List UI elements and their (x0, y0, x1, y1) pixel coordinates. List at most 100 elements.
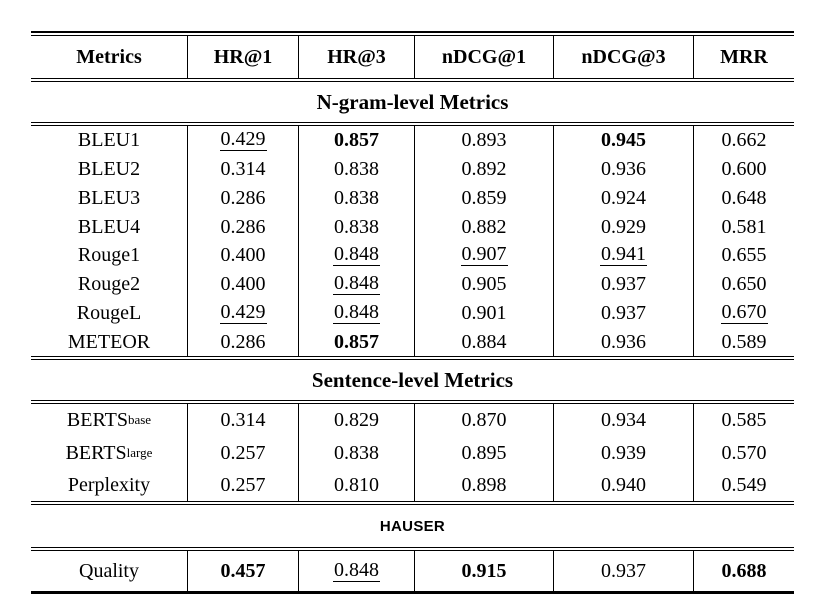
metric-label: BLEU4 (77, 215, 141, 238)
value-cell: 0.937 (553, 551, 693, 592)
table-row: Rouge1 0.400 0.848 0.907 0.941 0.655 (31, 241, 794, 270)
value-cell: 0.848 (298, 298, 414, 328)
metric-label: BLEU3 (77, 186, 141, 209)
value-cell: 0.257 (187, 468, 298, 502)
metric-label: Rouge2 (77, 273, 141, 296)
value-cell: 0.941 (553, 241, 693, 270)
table-row: BLEU3 0.286 0.838 0.859 0.924 0.648 (31, 183, 794, 213)
table-row: Perplexity 0.257 0.810 0.898 0.940 0.549 (31, 468, 794, 502)
value-cell: 0.648 (693, 183, 794, 213)
value-cell: 0.882 (414, 212, 553, 241)
value-cell: 0.655 (693, 241, 794, 270)
metric-label: RougeL (76, 301, 142, 324)
column-header-ndcg3: nDCG@3 (553, 36, 693, 78)
value-cell: 0.939 (553, 436, 693, 469)
value-cell: 0.670 (693, 298, 794, 328)
value-cell: 0.937 (553, 298, 693, 328)
section-title-sentence: Sentence-level Metrics (311, 367, 514, 392)
table-rule (31, 78, 794, 82)
value-cell: 0.848 (298, 269, 414, 299)
value-cell: 0.895 (414, 436, 553, 469)
value-cell: 0.937 (553, 269, 693, 299)
table-row: BERTS base 0.314 0.829 0.870 0.934 0.585 (31, 404, 794, 437)
value-cell: 0.429 (187, 298, 298, 328)
value-cell: 0.314 (187, 404, 298, 437)
value-cell: 0.581 (693, 212, 794, 241)
value-cell: 0.650 (693, 269, 794, 299)
value-cell: 0.838 (298, 212, 414, 241)
value-cell: 0.688 (693, 551, 794, 592)
metric-label: BLEU2 (77, 158, 141, 181)
value-cell: 0.286 (187, 183, 298, 213)
value-cell: 0.901 (414, 298, 553, 328)
table-header-row: Metrics HR@1 HR@3 nDCG@1 nDCG@3 MRR (31, 36, 794, 78)
table-rule (31, 356, 794, 360)
value-cell: 0.589 (693, 327, 794, 356)
value-cell: 0.924 (553, 183, 693, 213)
value-cell: 0.898 (414, 468, 553, 502)
value-cell: 0.457 (187, 551, 298, 592)
value-cell: 0.838 (298, 436, 414, 469)
value-cell: 0.936 (553, 327, 693, 356)
column-header-hr1: HR@1 (187, 36, 298, 78)
table-rule (31, 501, 794, 506)
value-cell: 0.400 (187, 241, 298, 270)
paper-results-table: Metrics HR@1 HR@3 nDCG@1 nDCG@3 MRR N-gr… (31, 0, 794, 595)
table-rule (31, 547, 794, 552)
table-row: BLEU1 0.429 0.857 0.893 0.945 0.662 (31, 126, 794, 155)
metric-label: Rouge1 (77, 244, 141, 267)
value-cell: 0.838 (298, 154, 414, 184)
table-row: BLEU4 0.286 0.838 0.882 0.929 0.581 (31, 212, 794, 241)
value-cell: 0.859 (414, 183, 553, 213)
metric-label: BERTS base (66, 409, 152, 432)
table-row: BLEU2 0.314 0.838 0.892 0.936 0.600 (31, 154, 794, 184)
value-cell: 0.905 (414, 269, 553, 299)
value-cell: 0.936 (553, 154, 693, 184)
section-title-ngram: N-gram-level Metrics (316, 89, 509, 114)
value-cell: 0.286 (187, 327, 298, 356)
section-body-hauser: Quality 0.457 0.848 0.915 0.937 0.688 (31, 551, 794, 592)
value-cell: 0.810 (298, 468, 414, 502)
column-header-ndcg1: nDCG@1 (414, 36, 553, 78)
value-cell: 0.934 (553, 404, 693, 437)
metric-label: Quality (79, 560, 139, 583)
value-cell: 0.838 (298, 183, 414, 213)
table-row: BERTS large 0.257 0.838 0.895 0.939 0.570 (31, 436, 794, 469)
metric-label: Perplexity (67, 473, 151, 496)
column-header-mrr: MRR (693, 36, 794, 78)
value-cell: 0.857 (298, 126, 414, 155)
table-rule (31, 400, 794, 404)
table-top-rule (31, 31, 794, 36)
value-cell: 0.400 (187, 269, 298, 299)
table-row: Rouge2 0.400 0.848 0.905 0.937 0.650 (31, 269, 794, 299)
metric-label: BLEU1 (77, 129, 141, 152)
value-cell: 0.585 (693, 404, 794, 437)
value-cell: 0.893 (414, 126, 553, 155)
value-cell: 0.929 (553, 212, 693, 241)
value-cell: 0.884 (414, 327, 553, 356)
table-bottom-rule (31, 591, 794, 595)
table-rule (31, 122, 794, 126)
value-cell: 0.848 (298, 241, 414, 270)
value-cell: 0.286 (187, 212, 298, 241)
section-body-ngram: BLEU1 0.429 0.857 0.893 0.945 0.662 BLEU2 0.314… (31, 126, 794, 356)
table-row: Quality 0.457 0.848 0.915 0.937 0.688 (31, 551, 794, 592)
metric-label: BERTS large (65, 441, 153, 464)
column-header-metrics: Metrics (76, 46, 142, 68)
value-cell: 0.600 (693, 154, 794, 184)
value-cell: 0.940 (553, 468, 693, 502)
value-cell: 0.870 (414, 404, 553, 437)
value-cell: 0.857 (298, 327, 414, 356)
value-cell: 0.829 (298, 404, 414, 437)
table-row: METEOR 0.286 0.857 0.884 0.936 0.589 (31, 327, 794, 356)
value-cell: 0.848 (298, 551, 414, 592)
value-cell: 0.549 (693, 468, 794, 502)
column-header-hr3: HR@3 (298, 36, 414, 78)
value-cell: 0.662 (693, 126, 794, 155)
value-cell: 0.257 (187, 436, 298, 469)
table-row: RougeL 0.429 0.848 0.901 0.937 0.670 (31, 298, 794, 328)
value-cell: 0.915 (414, 551, 553, 592)
value-cell: 0.945 (553, 126, 693, 155)
value-cell: 0.314 (187, 154, 298, 184)
section-body-sentence: BERTS base 0.314 0.829 0.870 0.934 0.585 BERTS l… (31, 404, 794, 502)
